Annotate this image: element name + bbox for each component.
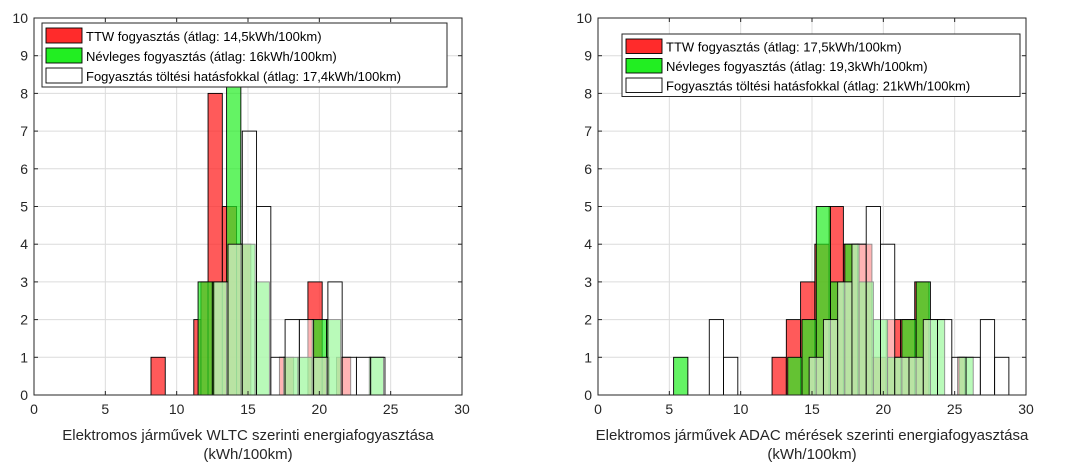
y-tick-label: 0 [584, 387, 592, 403]
y-tick-label: 2 [20, 312, 28, 328]
legend-entry-0: TTW fogyasztás (átlag: 14,5kWh/100km) [86, 29, 322, 44]
x-tick-label: 20 [876, 401, 892, 417]
y-tick-label: 3 [20, 274, 28, 290]
legend: TTW fogyasztás (átlag: 17,5kWh/100km) Név… [621, 33, 1021, 97]
y-tick-label: 2 [584, 312, 592, 328]
legend-swatch-2 [625, 77, 663, 93]
y-tick-label: 6 [584, 161, 592, 177]
x-tick-label: 10 [169, 401, 185, 417]
histogram-bar-s2-b11 [937, 319, 953, 396]
y-tick-label: 7 [584, 123, 592, 139]
histogram-bar-s2-b9 [341, 356, 357, 396]
x-tick-label: 5 [665, 401, 673, 417]
histogram-bar-s2-b1 [227, 243, 243, 396]
x-tick-label: 10 [733, 401, 749, 417]
y-tick-label: 8 [20, 85, 28, 101]
histogram-bar-s0-b0 [771, 356, 787, 396]
legend-entry-1: Névleges fogyasztás (átlag: 19,3kWh/100k… [666, 59, 928, 74]
y-tick-label: 4 [20, 236, 28, 252]
y-tick-label: 1 [20, 349, 28, 365]
legend-swatch-2 [45, 67, 83, 84]
x-tick-label: 15 [804, 401, 820, 417]
y-tick-label: 9 [20, 48, 28, 64]
histogram-bar-s2-b3 [822, 319, 839, 396]
legend-swatch-1 [625, 58, 663, 74]
histogram-bar-s2-b7 [880, 243, 896, 396]
x-tick-label: 30 [454, 401, 470, 417]
histogram-bar-s2-b8 [327, 281, 343, 396]
histogram-bar-s2-b2 [808, 356, 824, 396]
x-axis-label-line-1: (kWh/100km) [767, 446, 856, 463]
x-axis-label-line-0: Elektromos járművek WLTC szerinti energi… [62, 427, 434, 444]
histogram-bar-s2-b1 [723, 356, 739, 396]
histogram-bar-s0-b0 [150, 356, 166, 396]
histogram-bar-s2-b15 [994, 356, 1010, 396]
histogram-bar-s2-b5 [851, 243, 867, 396]
histogram-bar-s2-b4 [837, 281, 853, 396]
legend-entry-2: Fogyasztás töltési hatásfokkal (átlag: 2… [666, 79, 970, 94]
x-tick-label: 25 [947, 401, 963, 417]
histogram-bar-s1-b1 [787, 356, 803, 396]
x-tick-label: 15 [240, 401, 256, 417]
histogram-bar-s2-b4 [270, 356, 286, 396]
y-tick-label: 7 [20, 123, 28, 139]
histogram-bar-s1-b0 [673, 356, 689, 396]
adac-histogram-panel: 0 5 10 15 20 25 30 0 1 2 3 4 5 6 7 8 9 10 Elektromos jármű… [576, 10, 1034, 463]
y-tick-label: 5 [584, 199, 592, 215]
legend-entry-1: Névleges fogyasztás (átlag: 16kWh/100km) [86, 49, 337, 64]
y-tick-label: 9 [584, 48, 592, 64]
histogram-bar-s2-b10 [922, 319, 938, 396]
y-tick-label: 10 [576, 10, 592, 26]
legend-swatch-0 [625, 38, 663, 54]
wltc-histogram-panel: 0 5 10 15 20 25 30 0 1 2 3 4 5 6 7 8 9 10 Elektromos jármű… [12, 10, 470, 463]
histogram-bar-s2-b6 [298, 319, 315, 396]
histogram-bar-s2-b0 [213, 281, 229, 396]
histogram-bar-s2-b6 [865, 206, 881, 396]
legend-box [621, 33, 1021, 97]
y-tick-label: 4 [584, 236, 592, 252]
histogram-bar-s2-b14 [979, 319, 996, 396]
x-axis-label-line-1: (kWh/100km) [203, 446, 292, 463]
histogram-bar-s2-b2 [241, 130, 258, 396]
histogram-bar-s2-b11 [370, 356, 386, 396]
histogram-bar-s2-b12 [951, 356, 967, 396]
histogram-bar-s2-b8 [894, 356, 910, 396]
y-tick-label: 8 [584, 85, 592, 101]
legend-swatch-0 [45, 27, 83, 44]
x-tick-label: 5 [101, 401, 109, 417]
y-tick-label: 1 [584, 349, 592, 365]
y-tick-label: 3 [584, 274, 592, 290]
x-tick-label: 20 [312, 401, 328, 417]
histogram-bar-s2-b7 [313, 356, 329, 396]
legend-entry-0: TTW fogyasztás (átlag: 17,5kWh/100km) [666, 40, 902, 55]
y-tick-label: 10 [12, 10, 28, 26]
series-2-bars [708, 206, 1010, 396]
legend-swatch-1 [45, 47, 83, 64]
series-2-bars [213, 130, 386, 396]
histogram-bar-s2-b10 [355, 356, 372, 396]
legend: TTW fogyasztás (átlag: 14,5kWh/100km) Név… [41, 22, 448, 88]
x-axis-label-line-0: Elektromos járművek ADAC mérések szerint… [596, 427, 1029, 444]
x-tick-label: 25 [383, 401, 399, 417]
x-tick-label: 30 [1018, 401, 1034, 417]
legend-entry-2: Fogyasztás töltési hatásfokkal (átlag: 1… [86, 69, 401, 84]
x-tick-label: 0 [594, 401, 602, 417]
x-tick-label: 0 [30, 401, 38, 417]
histogram-bar-s1-b0 [197, 281, 213, 396]
y-tick-label: 6 [20, 161, 28, 177]
y-tick-label: 5 [20, 199, 28, 215]
histogram-bar-s2-b5 [284, 319, 300, 396]
y-tick-label: 0 [20, 387, 28, 403]
histogram-bar-s2-b9 [908, 356, 924, 396]
histogram-bar-s2-b0 [708, 319, 724, 396]
histogram-bar-s2-b3 [256, 206, 272, 396]
legend-box [41, 22, 448, 88]
histogram-bar-s2-b13 [965, 356, 981, 396]
